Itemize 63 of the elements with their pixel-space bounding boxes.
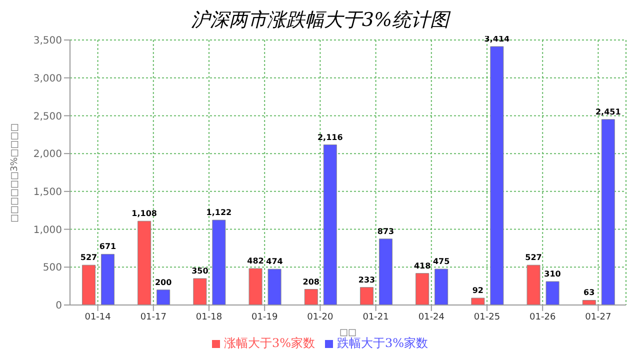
x-tick-label: 01-14	[84, 312, 112, 322]
x-tick-label: 01-19	[252, 312, 278, 322]
bar	[490, 46, 504, 305]
chart-title: 沪深两市涨跌幅大于3%统计图	[190, 8, 452, 33]
data-label: 873	[377, 226, 394, 236]
y-tick-label: 3,500	[33, 36, 62, 47]
data-label: 63	[584, 288, 595, 298]
data-label: 350	[192, 266, 209, 276]
y-tick-label: 1,500	[33, 186, 62, 198]
data-label: 475	[432, 257, 450, 266]
data-label: 482	[247, 256, 264, 266]
data-label: 200	[154, 278, 172, 287]
y-tick-label: 500	[42, 262, 62, 274]
x-tick-label: 01-27	[585, 312, 612, 322]
x-tick-label: 01-18	[196, 312, 222, 322]
bar	[378, 238, 392, 305]
bar	[100, 254, 114, 305]
data-label: 527	[80, 253, 98, 262]
y-tick-label: 1,000	[33, 224, 62, 236]
bar	[526, 264, 540, 305]
bar	[471, 298, 485, 305]
bar	[212, 220, 226, 305]
legend-label: 跌幅大于3%家数	[337, 336, 428, 350]
bar	[156, 290, 170, 305]
legend-label: 涨幅大于3%家数	[224, 336, 315, 350]
bar	[193, 278, 207, 305]
data-label: 310	[544, 270, 562, 279]
data-label: 1,122	[206, 208, 232, 218]
y-axis-title: □□□□□□3%□□□□	[10, 123, 20, 222]
bar	[601, 119, 615, 305]
data-label: 474	[266, 257, 284, 266]
x-axis-title: □□	[339, 328, 357, 338]
bar	[323, 144, 337, 305]
bar	[546, 281, 560, 305]
bar	[268, 268, 282, 305]
data-label: 1,108	[132, 209, 158, 218]
y-tick-label: 2,000	[33, 149, 62, 160]
x-tick-label: 01-21	[362, 312, 389, 322]
x-tick-label: 01-20	[307, 312, 334, 322]
data-label: 671	[99, 242, 117, 252]
data-label: 92	[472, 286, 484, 296]
x-tick-label: 01-26	[530, 312, 556, 322]
bar	[582, 300, 596, 305]
data-label: 527	[525, 253, 542, 262]
bar	[304, 289, 318, 305]
y-tick-label: 0	[56, 300, 62, 312]
y-tick-label: 3,000	[33, 73, 62, 84]
data-label: 233	[358, 275, 376, 284]
bar	[416, 273, 430, 305]
data-label: 2,116	[317, 132, 344, 142]
x-tick-label: 01-25	[474, 312, 500, 322]
bar	[248, 268, 262, 305]
data-label: 3,414	[484, 34, 510, 44]
bar	[360, 287, 374, 305]
data-label: 2,451	[595, 107, 622, 116]
data-label: 418	[414, 261, 432, 270]
bar	[138, 220, 152, 305]
x-tick-label: 01-24	[418, 312, 445, 322]
bar	[82, 264, 96, 305]
bar	[434, 268, 448, 305]
x-tick-label: 01-17	[140, 312, 166, 322]
data-label: 208	[302, 277, 320, 286]
y-tick-label: 2,500	[33, 111, 62, 122]
